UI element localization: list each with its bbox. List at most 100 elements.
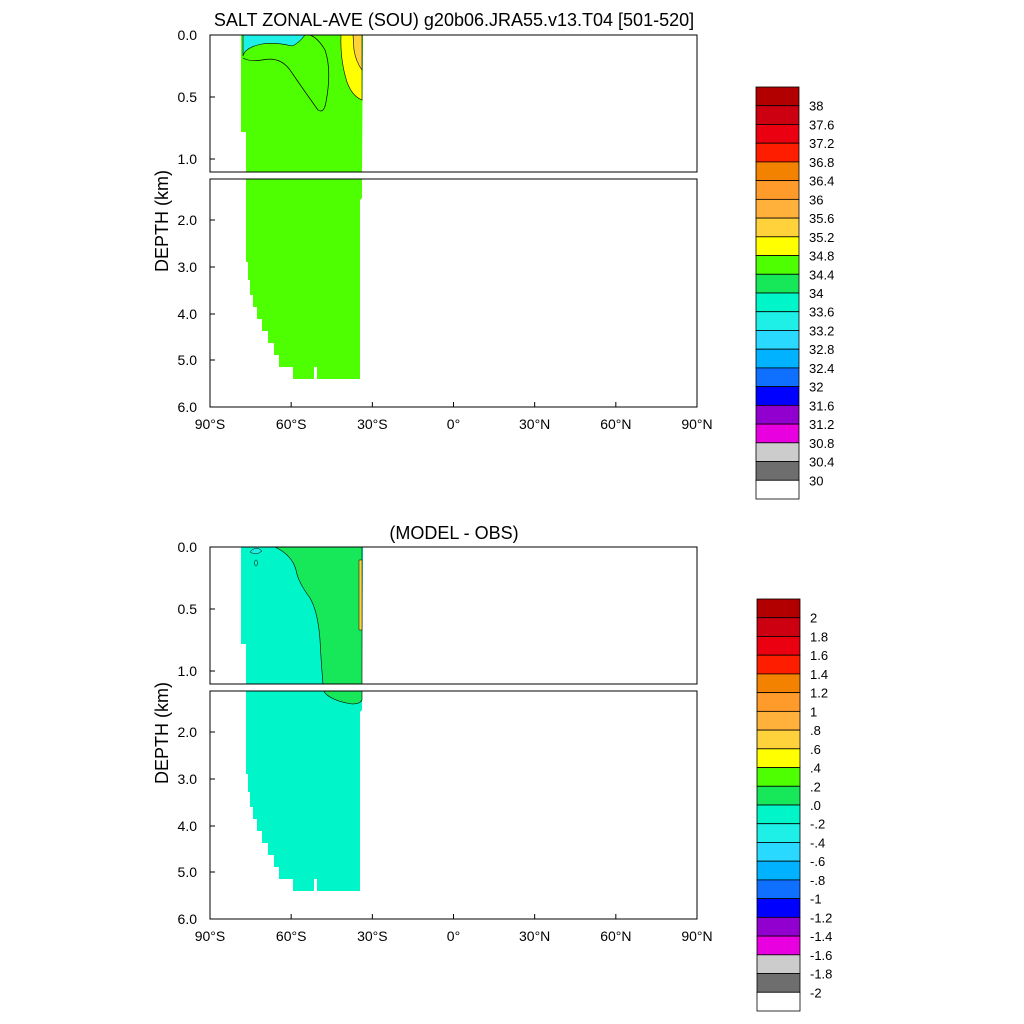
difference-y-tick-label: 0.5 [178,601,198,617]
salinity-salty-core-region [352,34,363,71]
x-tick-label: 90°S [195,928,226,944]
colorbar-label: 33.2 [809,323,834,338]
colorbar-label: .2 [810,779,821,794]
salinity-y-tick-labels: 0.0 0.5 1.0 2.0 3.0 4.0 5.0 6.0 [178,27,198,415]
x-tick-label: 30°N [519,416,550,432]
colorbar-label: 36.8 [809,155,834,170]
colorbar-label: -1.6 [810,948,832,963]
salinity-y-tick-label: 3.0 [178,259,198,275]
colorbar-swatch [755,404,800,425]
colorbar-label: 34.8 [809,249,834,264]
colorbar-label: -2 [810,985,822,1000]
colorbar-label: -1.2 [810,910,832,925]
colorbar-label: -.8 [810,873,825,888]
colorbar-swatch [756,785,801,806]
colorbar-swatch [756,748,801,768]
colorbar-swatch [756,729,801,750]
colorbar-label: 1 [810,704,817,719]
x-tick-label: 60°N [600,928,631,944]
colorbar-swatch [755,479,800,500]
salinity-isohaline-line [242,34,330,112]
x-tick-label: 60°N [600,416,631,432]
colorbar-swatch [756,598,801,619]
colorbar-label: 34.4 [809,267,834,282]
colorbar-label: .4 [810,761,821,776]
colorbar-swatch [755,217,800,238]
salinity-y-tick-label: 6.0 [178,399,198,415]
x-tick-label: 90°S [195,416,226,432]
colorbar-swatch [756,879,801,900]
colorbar-label: -1.8 [810,967,832,982]
colorbar-swatch [755,86,800,107]
difference-main-lower-region [246,691,362,891]
colorbar-label: 32.4 [809,361,834,376]
salinity-y-tick-label: 2.0 [178,212,198,228]
x-tick-label: 60°S [276,416,307,432]
colorbar-swatch [755,273,800,294]
colorbar-swatch [755,161,800,182]
colorbar-swatch [756,617,801,637]
difference-x-axis: 90°S 60°S 30°S 0° 30°N 60°N 90°N [195,914,713,944]
difference-y-tick-label: 3.0 [178,771,198,787]
colorbar-swatch [755,142,800,163]
difference-y-tick-label: 0.0 [178,539,198,555]
colorbar-swatch [755,292,800,313]
difference-colorbar: 21.81.61.41.21.8.6.4.2.0-.2-.4-.6-.8-1-1… [756,598,832,1012]
colorbar-label: 1.2 [810,686,828,701]
colorbar-swatch [756,673,801,694]
salinity-field-upper [241,34,363,172]
salinity-y-tick-label: 1.0 [178,151,198,167]
difference-coastal-region [358,559,363,631]
salinity-field-lower [246,179,362,379]
difference-y-tick-label: 6.0 [178,911,198,927]
colorbar-swatch [756,935,801,956]
colorbar-swatch [756,692,801,712]
salinity-main-region [241,35,363,172]
colorbar-label: 2 [810,611,817,626]
colorbar-swatch [755,105,800,125]
colorbar-swatch [756,898,801,918]
colorbar-swatch [756,954,801,974]
salinity-x-axis: 90°S 60°S 30°S 0° 30°N 60°N 90°N [195,402,713,432]
colorbar-label: 37.6 [809,117,834,132]
salinity-y-axis-label: DEPTH (km) [152,170,172,272]
salinity-y-tick-label: 4.0 [178,306,198,322]
colorbar-label: 34 [809,286,823,301]
colorbar-label: 30 [809,473,823,488]
difference-y-tick-label: 1.0 [178,663,198,679]
colorbar-label: 33.6 [809,305,834,320]
salinity-title: SALT ZONAL-AVE (SOU) g20b06.JRA55.v13.T0… [214,10,694,30]
salinity-y-tick-label: 0.0 [178,27,198,43]
difference-y-axis [210,546,215,873]
colorbar-swatch [756,804,801,825]
colorbar-label: 31.2 [809,417,834,432]
colorbar-label: .6 [810,742,821,757]
colorbar-swatch [756,767,801,787]
colorbar-swatch [755,311,800,331]
colorbar-label: 36.4 [809,174,834,189]
x-tick-label: 0° [447,928,460,944]
colorbar-swatch [755,348,800,369]
difference-y-axis-label: DEPTH (km) [152,682,172,784]
difference-small-contour [254,559,258,567]
colorbar-swatch [755,198,800,219]
colorbar-swatch [756,823,801,843]
colorbar-swatch [755,236,800,256]
colorbar-swatch [755,386,800,406]
salinity-upper-frame [209,34,698,173]
x-tick-label: 30°S [357,928,388,944]
salinity-y-axis [210,34,215,361]
colorbar-label: -1 [810,892,822,907]
colorbar-label: 30.4 [809,455,834,470]
colorbar-swatch [755,330,800,350]
colorbar-swatch [755,442,800,462]
x-tick-label: 0° [447,416,460,432]
colorbar-label: 35.6 [809,211,834,226]
colorbar-swatch [756,710,801,731]
colorbar-label: 38 [809,99,823,114]
difference-field-upper [241,546,363,685]
colorbar-swatch [755,423,800,444]
colorbar-swatch [756,654,801,675]
colorbar-label: 32 [809,380,823,395]
colorbar-label: .8 [810,723,821,738]
